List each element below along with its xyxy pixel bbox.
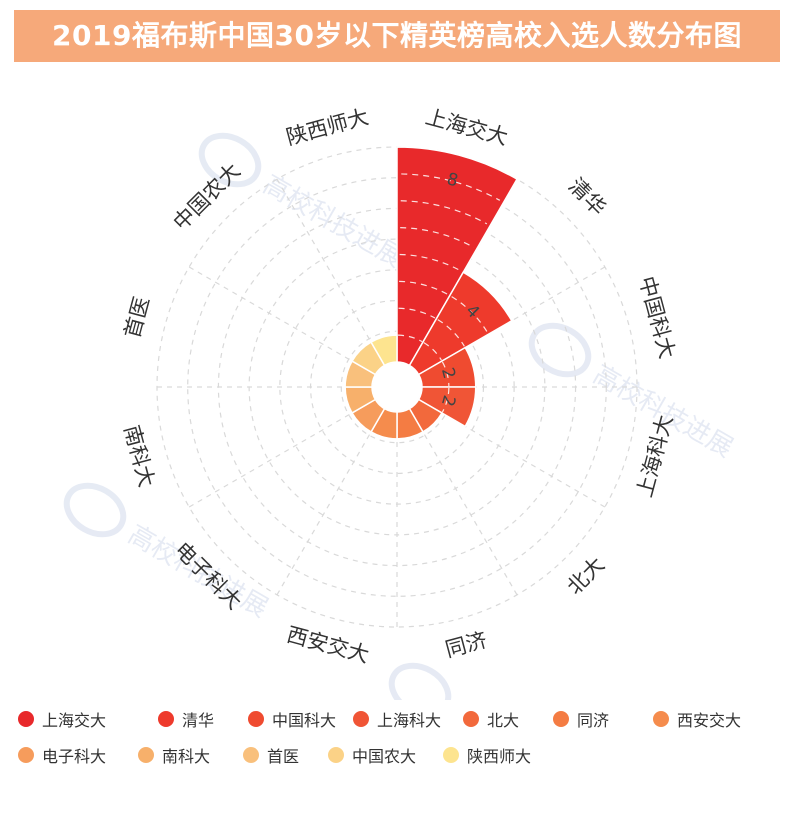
axis-label: 中国科大 xyxy=(634,274,679,361)
grid-spoke xyxy=(408,408,518,596)
grid-spoke xyxy=(276,408,386,596)
grid-spoke xyxy=(188,266,376,376)
bar-陕西师大[interactable] xyxy=(370,334,398,367)
watermark: 高校科技进展 xyxy=(388,662,598,700)
legend-label: 中国科大 xyxy=(272,711,337,730)
bar-unit-line xyxy=(441,361,450,386)
bar-上海科大[interactable] xyxy=(417,386,477,428)
legend-label: 北大 xyxy=(487,711,520,730)
bar-unit-line xyxy=(399,253,462,272)
axis-label: 清华 xyxy=(564,173,611,220)
bar-unit-line xyxy=(398,334,423,343)
legend-item[interactable]: 上海科大 xyxy=(353,708,441,730)
legend-swatch xyxy=(243,747,259,763)
bar-unit-line xyxy=(400,227,475,248)
legend-swatch xyxy=(248,711,264,727)
bar-unit-line xyxy=(451,296,488,333)
axis-label: 陕西师大 xyxy=(284,105,371,150)
legend-label: 西安交大 xyxy=(677,711,742,730)
axis-label: 上海科大 xyxy=(632,412,677,499)
legend-swatch xyxy=(158,711,174,727)
bar-unit-line xyxy=(441,388,450,413)
legend-label: 南科大 xyxy=(162,747,211,766)
watermark-text: 高校科技进展 xyxy=(258,170,408,274)
polar-bar-chart: 高校科技进展高校科技进展高校科技进展高校科技进展8422上海交大清华中国科大上海… xyxy=(63,105,738,700)
legend-item[interactable]: 电子科大 xyxy=(18,744,106,766)
chart-title: 2019福布斯中国30岁以下精英榜高校入选人数分布图 xyxy=(52,19,742,52)
axis-label: 上海交大 xyxy=(423,105,510,150)
data-label: 2 xyxy=(437,366,459,382)
legend-swatch xyxy=(553,711,569,727)
legend-swatch xyxy=(18,711,34,727)
legend-item[interactable]: 陕西师大 xyxy=(443,744,531,766)
grid-spoke xyxy=(188,398,376,508)
bars xyxy=(344,146,519,440)
legend-item[interactable]: 南科大 xyxy=(138,744,210,766)
legend-swatch xyxy=(18,747,34,763)
axis-label: 首医 xyxy=(120,294,154,341)
title-banner: 2019福布斯中国30岁以下精英榜高校入选人数分布图 xyxy=(14,10,780,62)
bar-unit-line xyxy=(423,342,442,361)
bar-unit-line xyxy=(398,307,436,319)
legend-item[interactable]: 北大 xyxy=(463,708,519,730)
legend-item[interactable]: 西安交大 xyxy=(653,708,741,730)
legend-label: 上海交大 xyxy=(42,711,107,730)
bar-unit-line xyxy=(399,280,449,296)
legend-item[interactable]: 清华 xyxy=(158,708,214,730)
bar-unit-line xyxy=(437,319,465,347)
legend-item[interactable]: 上海交大 xyxy=(18,708,106,730)
data-label: 2 xyxy=(437,393,459,409)
watermark: 高校科技进展 xyxy=(528,322,738,464)
legend-label: 同济 xyxy=(577,711,610,730)
legend-item[interactable]: 中国科大 xyxy=(248,708,336,730)
bar-上海交大[interactable] xyxy=(396,146,519,367)
bar-unit-line xyxy=(401,173,501,201)
legend-swatch xyxy=(463,711,479,727)
watermark: 高校科技进展 xyxy=(63,482,273,624)
legend-swatch xyxy=(353,711,369,727)
legend-label: 首医 xyxy=(267,747,300,766)
legend-item[interactable]: 首医 xyxy=(243,744,299,766)
axis-label: 北大 xyxy=(562,552,609,599)
legend-item[interactable]: 中国农大 xyxy=(328,744,416,766)
legend-label: 清华 xyxy=(182,711,215,730)
legend-label: 上海科大 xyxy=(377,711,442,730)
legend-swatch xyxy=(138,747,154,763)
legend-swatch xyxy=(443,747,459,763)
legend-swatch xyxy=(653,711,669,727)
bar-unit-line xyxy=(400,200,488,225)
watermark: 高校科技进展 xyxy=(198,132,408,274)
legend-label: 中国农大 xyxy=(352,747,417,766)
bar-清华[interactable] xyxy=(408,271,513,376)
axis-label: 同济 xyxy=(443,628,490,662)
legend-label: 电子科大 xyxy=(42,747,107,766)
legend-swatch xyxy=(328,747,344,763)
legend-label: 陕西师大 xyxy=(467,747,532,766)
legend-item[interactable]: 同济 xyxy=(553,708,609,730)
data-label: 8 xyxy=(445,169,461,191)
axis-label: 西安交大 xyxy=(284,622,371,667)
axis-label: 南科大 xyxy=(119,423,158,490)
